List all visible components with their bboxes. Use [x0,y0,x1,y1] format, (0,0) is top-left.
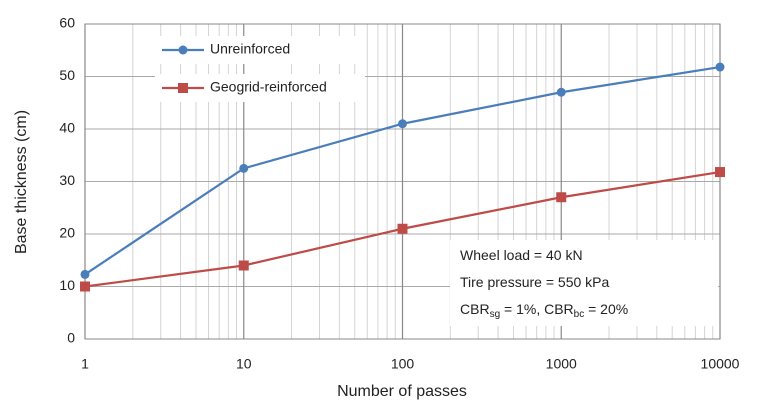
marker [715,62,725,72]
y-tick-label: 40 [59,120,75,136]
annotation-subscript: sg [490,309,501,320]
marker [239,163,249,173]
y-tick-label: 50 [59,67,75,83]
marker [715,167,725,178]
legend-label: Unreinforced [210,41,290,57]
legend-marker [178,83,188,93]
annotation-segment: Wheel load = 40 kN [460,247,583,263]
marker [238,260,249,271]
marker [398,119,407,129]
annotation-segment: Tire pressure = 550 kPa [460,274,609,290]
x-tick-label: 100 [391,356,415,372]
y-tick-label: 60 [59,15,75,31]
annotation-segment: = 1%, CBR [500,301,574,317]
x-tick-label: 1 [81,356,89,372]
legend-label: Geogrid-reinforced [210,79,327,95]
y-tick-label: 20 [59,225,75,241]
x-axis-title: Number of passes [337,383,467,400]
marker [556,192,567,203]
y-tick-label: 10 [59,277,75,293]
y-tick-label: 0 [67,330,75,346]
marker [397,223,408,234]
annotation-segment: = 20% [584,301,628,317]
x-tick-label: 10 [236,356,252,372]
annotation-text: Tire pressure = 550 kPa [460,274,609,290]
y-tick-label: 30 [59,172,75,188]
marker [80,269,90,279]
plot-border [84,23,721,340]
legend-marker [178,45,188,55]
annotation-box [450,240,718,326]
annotation-segment: CBR [460,301,490,317]
annotation-text: Wheel load = 40 kN [460,247,583,263]
annotation-text: CBRsg = 1%, CBRbc = 20% [460,301,628,320]
marker [556,87,566,97]
x-tick-label: 1000 [546,356,577,372]
x-tick-label: 10000 [701,356,740,372]
marker [80,281,90,292]
y-axis-title: Base thickness (cm) [13,110,30,254]
annotation-subscript: bc [574,309,585,320]
